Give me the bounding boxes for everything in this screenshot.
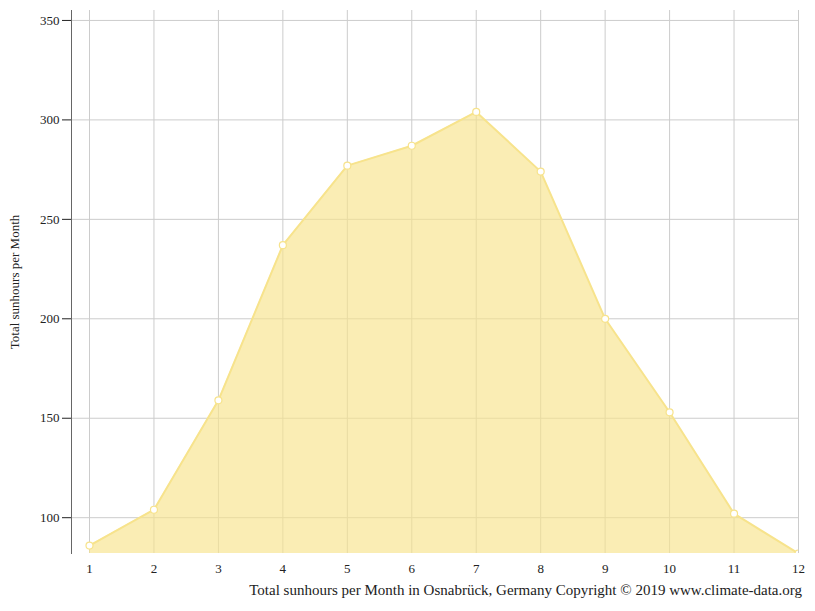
svg-text:12: 12	[792, 561, 805, 575]
svg-text:8: 8	[537, 561, 544, 575]
svg-text:1: 1	[86, 561, 93, 575]
svg-text:Total sunhours per Month: Total sunhours per Month	[7, 214, 22, 349]
svg-text:5: 5	[344, 561, 351, 575]
svg-text:150: 150	[40, 410, 60, 425]
svg-text:300: 300	[40, 112, 60, 127]
svg-text:2: 2	[151, 561, 158, 575]
svg-text:10: 10	[663, 561, 676, 575]
svg-text:250: 250	[40, 212, 60, 227]
svg-text:200: 200	[40, 311, 60, 326]
svg-text:6: 6	[409, 561, 416, 575]
svg-text:11: 11	[728, 561, 741, 575]
svg-text:4: 4	[280, 561, 287, 575]
svg-text:100: 100	[40, 510, 60, 525]
svg-text:350: 350	[40, 13, 60, 28]
svg-text:9: 9	[602, 561, 609, 575]
html-text:Total sunhours per Month in Os: Total sunhours per Month in Osnabrück, G…	[249, 582, 802, 598]
svg-text:7: 7	[473, 561, 480, 575]
svg-text:3: 3	[215, 561, 222, 575]
